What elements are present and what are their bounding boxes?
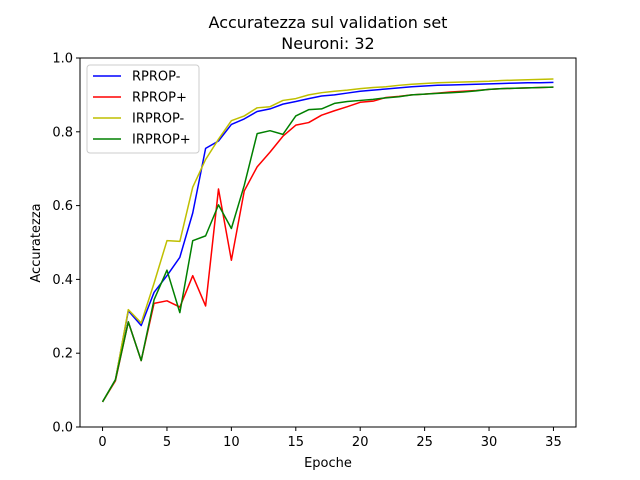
y-tick-label: 0.4: [52, 273, 73, 288]
x-tick-label: 15: [288, 435, 305, 450]
y-tick-label: 1.0: [52, 52, 73, 67]
chart-title: Accuratezza sul validation set: [209, 13, 448, 32]
series-line-irprop: [101, 86, 554, 403]
series-layer: [101, 78, 554, 403]
y-tick-label: 0.8: [52, 125, 73, 140]
legend: RPROP- RPROP+ IRPROP- IRPROP+: [86, 64, 200, 154]
y-tick-label: 0.2: [52, 347, 73, 362]
plot-frame: [79, 57, 577, 428]
x-tick-label: 35: [545, 435, 562, 450]
y-axis-label: Accuratezza: [29, 203, 44, 282]
x-tick-label: 5: [163, 435, 171, 450]
legend-label: IRPROP-: [132, 112, 185, 127]
y-tick-label: 0.0: [52, 421, 73, 436]
series-line-irprop: [101, 78, 554, 403]
x-tick-label: 30: [481, 435, 498, 450]
legend-label: RPROP+: [132, 91, 187, 106]
x-tick-label: 10: [223, 435, 240, 450]
x-tick-label: 25: [416, 435, 433, 450]
series-line-rprop: [101, 81, 554, 403]
y-tick-label: 0.6: [52, 199, 73, 214]
legend-label: IRPROP+: [132, 133, 191, 148]
x-tick-label: 0: [98, 435, 106, 450]
chart-subtitle: Neuroni: 32: [281, 34, 374, 53]
legend-box: [86, 64, 200, 154]
y-axis-ticks: 0.0 0.2 0.4 0.6 0.8 1.0: [52, 52, 80, 436]
x-axis-ticks: 0 5 10 15 20 25 30 35: [98, 427, 562, 450]
x-axis-label: Epoche: [304, 456, 352, 471]
x-tick-label: 20: [352, 435, 369, 450]
legend-label: RPROP-: [132, 70, 181, 85]
